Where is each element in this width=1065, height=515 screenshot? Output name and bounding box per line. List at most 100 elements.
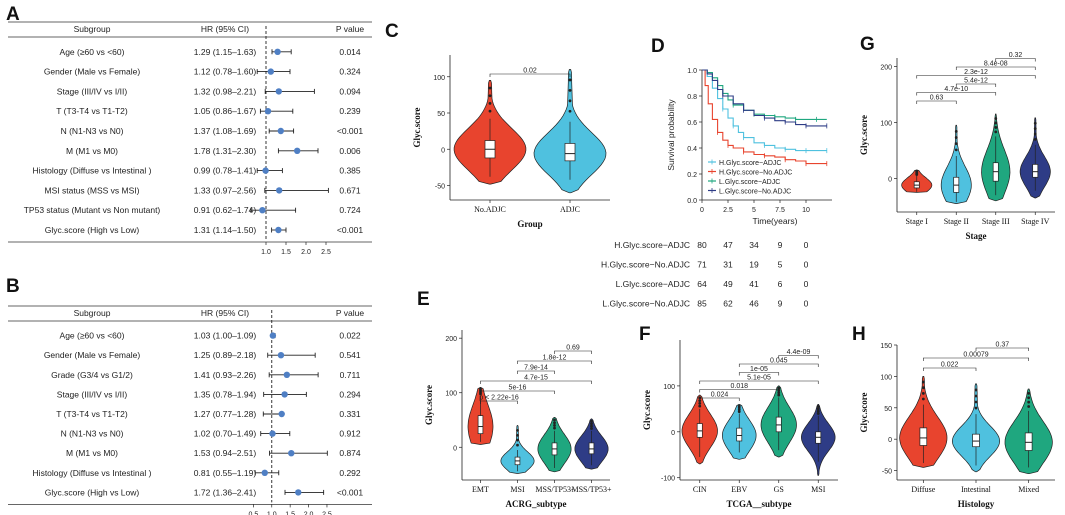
comparison-p-label: 0.018 [730, 383, 748, 390]
row-p-value: 0.724 [339, 205, 361, 215]
outlier-point [954, 148, 958, 152]
outlier-point [1033, 127, 1037, 131]
row-hr-text: 1.41 (0.93–2.26) [194, 370, 257, 380]
comparison-bracket [955, 83, 997, 87]
comparison-p-label: p < 2.22e-16 [479, 395, 519, 402]
km-curve [702, 69, 827, 120]
outlier-point [488, 109, 492, 113]
outlier-point [516, 428, 519, 432]
y-tick-label: 100 [663, 384, 675, 391]
y-tick-label: 100 [433, 75, 445, 82]
x-tick-label: 5 [752, 207, 756, 214]
row-subgroup-label: T (T3-T4 vs T1-T2) [56, 106, 128, 116]
outlier-point [777, 386, 781, 390]
violin-plot-c: -50 0 50 100 No.ADJC ADJC 0.02 Group Glyc.score [412, 55, 610, 229]
hr-point [264, 108, 272, 115]
panel-label-a: A [6, 4, 20, 25]
outlier-point [1033, 138, 1037, 141]
column-header-hr: HR (95% CI) [201, 308, 249, 318]
y-tick-label: 100 [880, 120, 892, 127]
box [919, 427, 928, 446]
row-hr-text: 1.53 (0.94–2.51) [194, 448, 257, 458]
comparison-bracket [923, 357, 1029, 361]
y-tick-label: 0 [441, 147, 445, 154]
comparison-bracket [480, 380, 592, 384]
y-axis-title: Glyc.score [642, 390, 652, 430]
outlier-point [1027, 400, 1031, 404]
km-curve [702, 69, 827, 127]
row-hr-text: 1.33 (0.97–2.56) [194, 185, 257, 195]
y-tick-label: 100 [880, 374, 892, 381]
legend-label: L.Glyc.score−No.ADJC [719, 189, 791, 196]
row-p-value: 0.094 [339, 86, 361, 96]
x-tick-label: MSI [811, 485, 826, 494]
y-tick-label: 50 [884, 406, 892, 413]
forest-plot-a: Subgroup HR (95% CI) P value Age (≥60 vs <6… [8, 21, 372, 256]
row-p-value: 0.385 [339, 166, 361, 176]
outlier-point [568, 78, 572, 82]
row-p-value: 0.022 [339, 331, 361, 341]
comparison-bracket [554, 350, 592, 354]
row-hr-text: 1.12 (0.78–1.60) [194, 67, 257, 77]
row-hr-text: 1.05 (0.86–1.67) [194, 106, 257, 116]
row-hr-text: 0.91 (0.62–1.74) [194, 205, 257, 215]
column-header-subgroup: Subgroup [74, 308, 111, 318]
row-subgroup-label: Glyc.score (High vs Low) [45, 225, 140, 235]
hr-point [269, 332, 277, 339]
x-tick-label: ADJC [560, 205, 580, 214]
x-tick-label: Intestinal [961, 485, 992, 494]
outlier-point [488, 102, 492, 105]
outlier-point [994, 117, 998, 120]
comparison-p-label: 8.4e-08 [984, 61, 1008, 68]
y-tick-label: 1.0 [687, 68, 697, 75]
y-tick-label: 0.0 [687, 198, 697, 205]
row-p-value: 0.331 [339, 409, 361, 419]
y-tick-label: 0.8 [687, 94, 697, 101]
risk-count: 49 [723, 279, 733, 289]
hr-point [294, 147, 301, 154]
x-tick-label: MSS/TP53- [535, 485, 574, 494]
comparison-bracket [916, 92, 997, 96]
row-hr-text: 1.37 (1.08–1.69) [194, 126, 257, 136]
row-subgroup-label: N (N1-N3 vs N0) [61, 429, 124, 439]
outlier-point [553, 424, 556, 427]
hr-point [278, 410, 285, 418]
comparison-p-label: 1.8e-12 [543, 355, 567, 362]
outlier-point [915, 169, 919, 173]
outlier-point [994, 130, 998, 134]
outlier-point [994, 126, 998, 129]
outlier-point [553, 418, 556, 422]
y-tick-label: 50 [437, 111, 445, 118]
risk-row-label: H.Glyc.score−No.ADJC [601, 260, 690, 270]
x-tick-label: 2.5 [321, 249, 331, 256]
hr-point [281, 391, 288, 398]
column-header-subgroup: Subgroup [74, 24, 111, 34]
x-tick-label: 2.0 [301, 249, 311, 256]
outlier-point [954, 136, 958, 139]
column-header-p: P value [336, 308, 364, 318]
row-subgroup-label: Stage (III/IV vs I/II) [57, 86, 128, 96]
row-p-value: 0.006 [339, 146, 361, 156]
comparison-p-label: 5e-16 [509, 385, 527, 392]
row-hr-text: 1.02 (0.70–1.49) [194, 429, 257, 439]
row-subgroup-label: Age (≥60 vs <60) [60, 331, 125, 341]
outlier-point [590, 424, 593, 428]
box [972, 433, 980, 448]
comparison-bracket [916, 100, 957, 104]
outlier-point [516, 443, 519, 447]
outlier-point [974, 394, 978, 398]
hr-point [269, 430, 276, 437]
y-tick-label: -50 [435, 184, 445, 191]
panel-label-b: B [6, 276, 20, 297]
outlier-point [698, 404, 702, 408]
box [1024, 432, 1033, 451]
comparison-p-label: 0.045 [770, 358, 788, 365]
row-hr-text: 1.25 (0.89–2.18) [194, 350, 257, 360]
outlier-point [954, 129, 958, 133]
outlier-point [954, 142, 958, 146]
panel-label-e: E [417, 289, 430, 310]
outlier-point [516, 433, 519, 437]
hr-point [288, 450, 295, 457]
x-axis-title: Time(years) [752, 216, 797, 226]
risk-count: 9 [778, 299, 783, 309]
